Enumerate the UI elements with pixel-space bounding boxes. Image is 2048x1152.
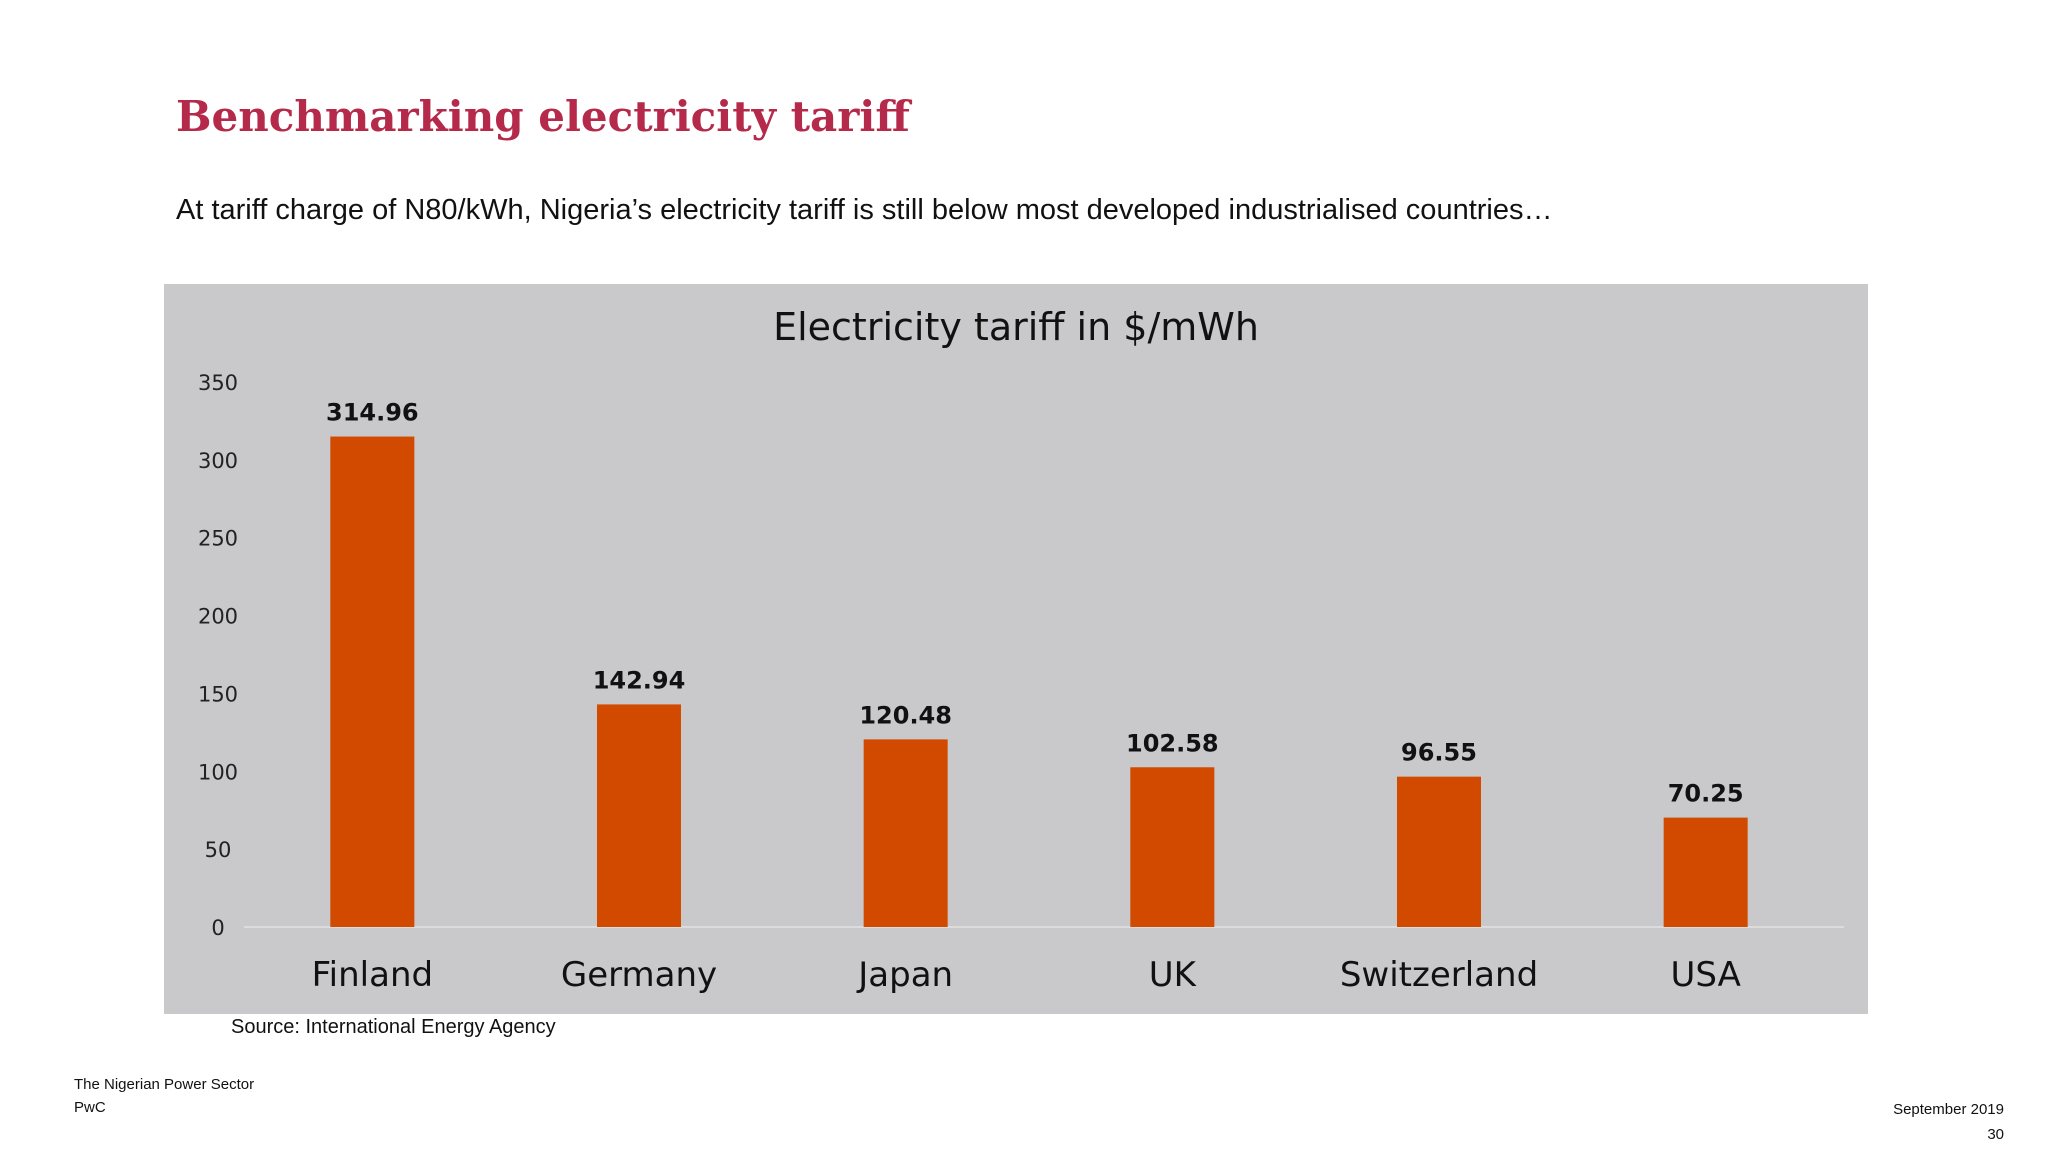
y-tick-label: 50 xyxy=(205,838,232,862)
page-number: 30 xyxy=(1987,1126,2004,1143)
data-label: 120.48 xyxy=(859,701,952,729)
y-tick-label: 250 xyxy=(198,527,238,551)
y-tick-label: 350 xyxy=(198,371,238,395)
bar-japan xyxy=(863,739,948,927)
footer-company: PwC xyxy=(74,1099,106,1116)
bar-switzerland xyxy=(1397,776,1481,927)
data-label: 102.58 xyxy=(1126,729,1219,757)
source-note: Source: International Energy Agency xyxy=(231,1016,556,1038)
data-label: 70.25 xyxy=(1668,780,1744,808)
footer-left: The Nigerian Power Sector PwC xyxy=(74,1073,254,1119)
chart-title: Electricity tariff in $/mWh xyxy=(773,305,1259,349)
slide-title: Benchmarking electricity tariff xyxy=(176,92,910,141)
y-tick-label: 100 xyxy=(198,760,238,784)
x-tick-label: USA xyxy=(1670,955,1740,995)
y-tick-label: 0 xyxy=(211,916,224,940)
x-tick-label: Japan xyxy=(856,955,953,995)
y-tick-label: 300 xyxy=(198,449,238,473)
bar-germany xyxy=(597,704,681,927)
footer-report-name: The Nigerian Power Sector xyxy=(74,1076,255,1093)
bar-usa xyxy=(1663,817,1748,927)
bar-finland xyxy=(330,436,415,927)
footer-right: September 2019 30 xyxy=(1893,1097,2004,1147)
x-tick-label: UK xyxy=(1149,955,1198,995)
x-tick-label: Germany xyxy=(561,955,717,995)
chart-panel: Electricity tariff in $/mWh 0 50 100 150 200… xyxy=(164,284,1868,1014)
y-tick-label: 200 xyxy=(198,605,238,629)
data-label: 142.94 xyxy=(593,666,686,694)
x-tick-label: Switzerland xyxy=(1340,955,1538,995)
data-label: 314.96 xyxy=(326,399,419,427)
bar-uk xyxy=(1130,767,1215,927)
footer-date: September 2019 xyxy=(1893,1101,2004,1118)
y-tick-label: 150 xyxy=(198,682,238,706)
slide-subtitle: At tariff charge of N80/kWh, Nigeria’s e… xyxy=(176,194,1553,226)
bar-chart: Electricity tariff in $/mWh 0 50 100 150 200… xyxy=(198,305,1844,995)
x-tick-label: Finland xyxy=(312,955,434,995)
data-label: 96.55 xyxy=(1401,739,1477,767)
